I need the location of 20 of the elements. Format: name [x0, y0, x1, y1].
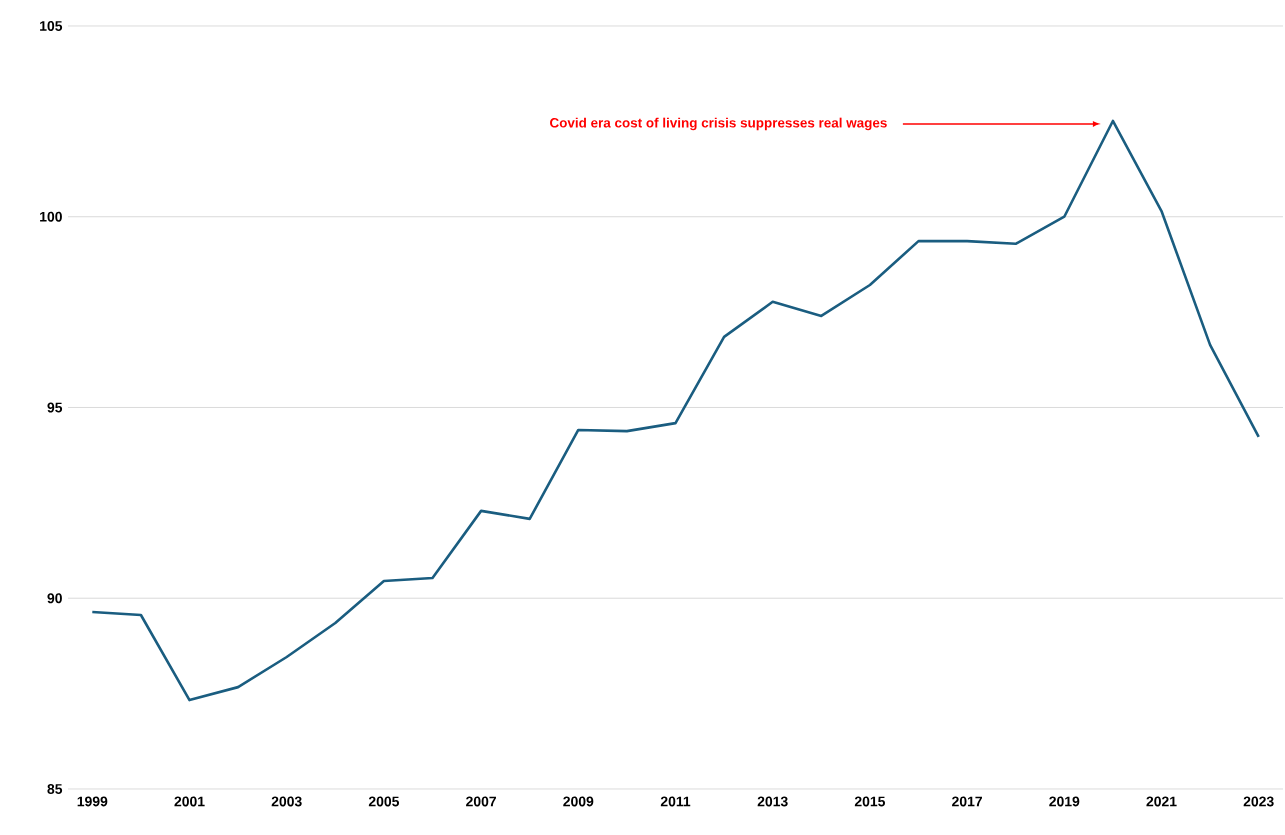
annotation: Covid era cost of living crisis suppresses real wages	[550, 117, 887, 131]
x-tick-label: 2023	[1243, 796, 1274, 807]
x-tick-label: 2013	[757, 796, 788, 807]
x-tick-label: 2005	[368, 796, 400, 807]
x-tick-label: 2009	[563, 796, 594, 807]
x-tick-label: 2011	[660, 796, 691, 807]
y-tick-label: 100	[40, 211, 62, 222]
y-tick-label: 85	[47, 784, 63, 794]
x-tick-label: 2003	[271, 796, 302, 807]
line-series	[91, 119, 1260, 702]
x-tick-label: 2015	[854, 796, 886, 807]
x-tick-label: 2019	[1049, 796, 1080, 807]
x-tick-label: 1999	[77, 796, 108, 807]
y-tick-label: 90	[47, 593, 62, 604]
x-tick-label: 2007	[466, 796, 496, 807]
x-tick-label: 2017	[952, 796, 982, 807]
y-tick-label: 95	[47, 402, 63, 413]
x-tick-label: 2001	[174, 796, 205, 807]
y-tick-label: 105	[40, 21, 63, 31]
x-tick-label: 2021	[1146, 796, 1177, 807]
